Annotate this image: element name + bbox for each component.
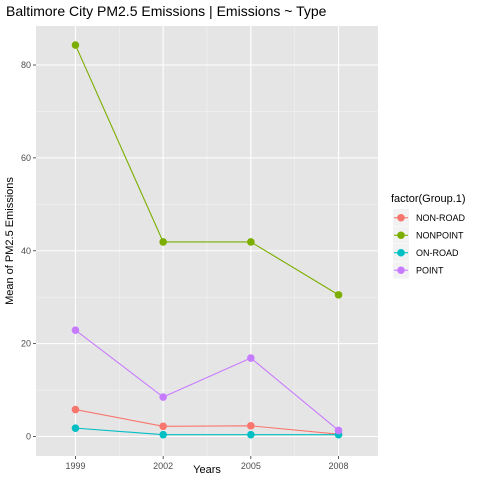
series-line-non-road <box>75 409 339 435</box>
data-point-non-road <box>71 405 80 414</box>
minor-gridlines <box>36 26 378 456</box>
data-point-point <box>71 326 80 334</box>
series-line-nonpoint <box>74 44 339 296</box>
series-line-point <box>75 329 339 431</box>
y-tick-label: 20 <box>21 339 31 349</box>
y-tick-label: 0 <box>26 431 31 441</box>
legend-label-point: POINT <box>416 265 444 275</box>
x-tick-label: 1999 <box>65 461 85 471</box>
data-point-non-road <box>159 422 167 431</box>
legend-label-on-road: ON-ROAD <box>416 248 459 258</box>
x-tick-label: 2008 <box>329 461 349 471</box>
x-tick-label: 2005 <box>241 461 261 471</box>
x-tick-label: 2002 <box>153 461 173 471</box>
data-point-nonpoint <box>334 291 343 299</box>
y-tick-label: 80 <box>21 60 31 70</box>
data-point-point <box>159 393 167 401</box>
data-point-point <box>334 426 343 435</box>
y-tick-label: 40 <box>21 246 31 256</box>
y-tick-label: 60 <box>21 153 31 163</box>
legend-key-point-on-road <box>397 248 405 257</box>
legend-key-point-non-road <box>397 213 405 222</box>
data-point-nonpoint <box>71 41 80 49</box>
data-point-nonpoint <box>159 238 167 246</box>
y-axis-title: Mean of PM2.5 Emissions <box>4 177 16 305</box>
data-point-point <box>247 354 255 362</box>
legend: factor(Group.1) NON-ROAD NONPOINT ON-ROAD P… <box>391 193 466 279</box>
series-line-on-road <box>75 427 339 436</box>
legend-label-nonpoint: NONPOINT <box>416 230 464 240</box>
y-axis: 0 20 40 60 80 <box>21 60 36 441</box>
data-point-on-road <box>159 430 167 439</box>
data-point-non-road <box>247 422 255 430</box>
legend-key-point-point <box>397 266 405 275</box>
legend-label-non-road: NON-ROAD <box>416 213 465 223</box>
data-point-nonpoint <box>247 238 255 246</box>
data-point-on-road <box>247 430 255 439</box>
x-axis: 1999 2002 2005 2008 <box>65 456 349 471</box>
legend-title: factor(Group.1) <box>391 193 466 205</box>
chart-title: Baltimore City PM2.5 Emissions | Emissio… <box>6 3 327 19</box>
data-point-on-road <box>71 424 80 432</box>
legend-key-point-nonpoint <box>397 231 405 240</box>
series-layer <box>71 41 343 439</box>
x-axis-title: Years <box>193 464 221 476</box>
